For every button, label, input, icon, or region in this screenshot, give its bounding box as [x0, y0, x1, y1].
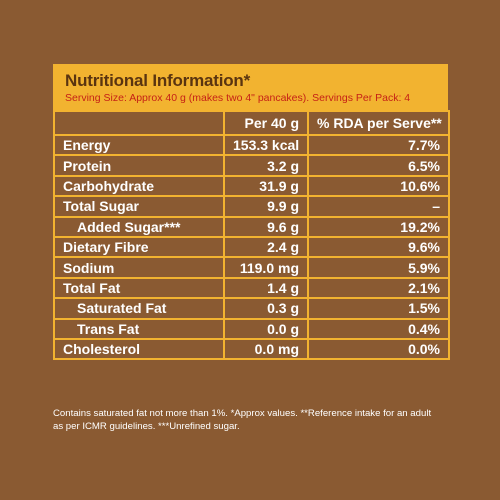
nutrient-rda: 1.5% [307, 297, 450, 320]
nutrient-rda: 10.6% [307, 174, 450, 198]
header-nutrient [53, 110, 225, 136]
nutrient-name: Cholesterol [53, 337, 225, 361]
table-row: Sodium 119.0 mg 5.9% [53, 256, 450, 279]
footnote: Contains saturated fat not more than 1%.… [53, 408, 453, 433]
table-row: Dietary Fibre 2.4 g 9.6% [53, 235, 450, 259]
table-row: Trans Fat 0.0 g 0.4% [53, 317, 450, 340]
nutrient-rda: 0.0% [307, 337, 450, 361]
footnote-line: Contains saturated fat not more than 1%.… [53, 408, 432, 419]
nutrient-rda: 2.1% [307, 276, 450, 300]
nutrient-name: Energy [53, 133, 225, 157]
nutrient-amount: 153.3 kcal [223, 133, 309, 157]
nutrition-table: Per 40 g % RDA per Serve** Energy 153.3 … [53, 110, 450, 361]
nutrient-rda: 9.6% [307, 235, 450, 259]
header-rda: % RDA per Serve** [307, 110, 450, 136]
nutrient-name: Dietary Fibre [53, 235, 225, 259]
table-row: Carbohydrate 31.9 g 10.6% [53, 174, 450, 198]
nutrient-rda: 7.7% [307, 133, 450, 157]
table-row: Total Fat 1.4 g 2.1% [53, 276, 450, 300]
nutrient-amount: 0.0 mg [223, 337, 309, 361]
nutrient-name: Saturated Fat [53, 297, 225, 320]
nutrition-title: Nutritional Information* [65, 71, 251, 90]
header-per-40g: Per 40 g [223, 110, 309, 136]
nutrient-amount: 0.3 g [223, 297, 309, 320]
nutrition-header: Nutritional Information* Serving Size: A… [53, 64, 448, 110]
nutrient-name: Sodium [53, 256, 225, 279]
nutrient-amount: 31.9 g [223, 174, 309, 198]
nutrient-rda: 6.5% [307, 154, 450, 177]
serving-info: Serving Size: Approx 40 g (makes two 4" … [65, 92, 411, 104]
table-row: Energy 153.3 kcal 7.7% [53, 133, 450, 157]
nutrient-name: Trans Fat [53, 317, 225, 340]
nutrient-amount: 3.2 g [223, 154, 309, 177]
nutrient-name: Carbohydrate [53, 174, 225, 198]
nutrient-name: Total Sugar [53, 195, 225, 218]
nutrient-rda: 19.2% [307, 215, 450, 238]
table-row: Cholesterol 0.0 mg 0.0% [53, 337, 450, 361]
nutrient-rda: – [307, 195, 450, 218]
nutrient-name: Protein [53, 154, 225, 177]
nutrient-amount: 2.4 g [223, 235, 309, 259]
footnote-line: as per ICMR guidelines. ***Unrefined sug… [53, 420, 240, 432]
nutrient-name: Total Fat [53, 276, 225, 300]
nutrient-rda: 0.4% [307, 317, 450, 340]
nutrient-amount: 9.9 g [223, 195, 309, 218]
nutrient-amount: 1.4 g [223, 276, 309, 300]
nutrition-panel: Nutritional Information* Serving Size: A… [53, 64, 450, 361]
nutrient-name: Added Sugar*** [53, 215, 225, 238]
nutrient-rda: 5.9% [307, 256, 450, 279]
nutrient-amount: 119.0 mg [223, 256, 309, 279]
table-row: Total Sugar 9.9 g – [53, 195, 450, 218]
table-row: Protein 3.2 g 6.5% [53, 154, 450, 177]
nutrient-amount: 0.0 g [223, 317, 309, 340]
nutrient-amount: 9.6 g [223, 215, 309, 238]
table-row: Added Sugar*** 9.6 g 19.2% [53, 215, 450, 238]
table-header-row: Per 40 g % RDA per Serve** [53, 110, 450, 136]
table-row: Saturated Fat 0.3 g 1.5% [53, 297, 450, 320]
